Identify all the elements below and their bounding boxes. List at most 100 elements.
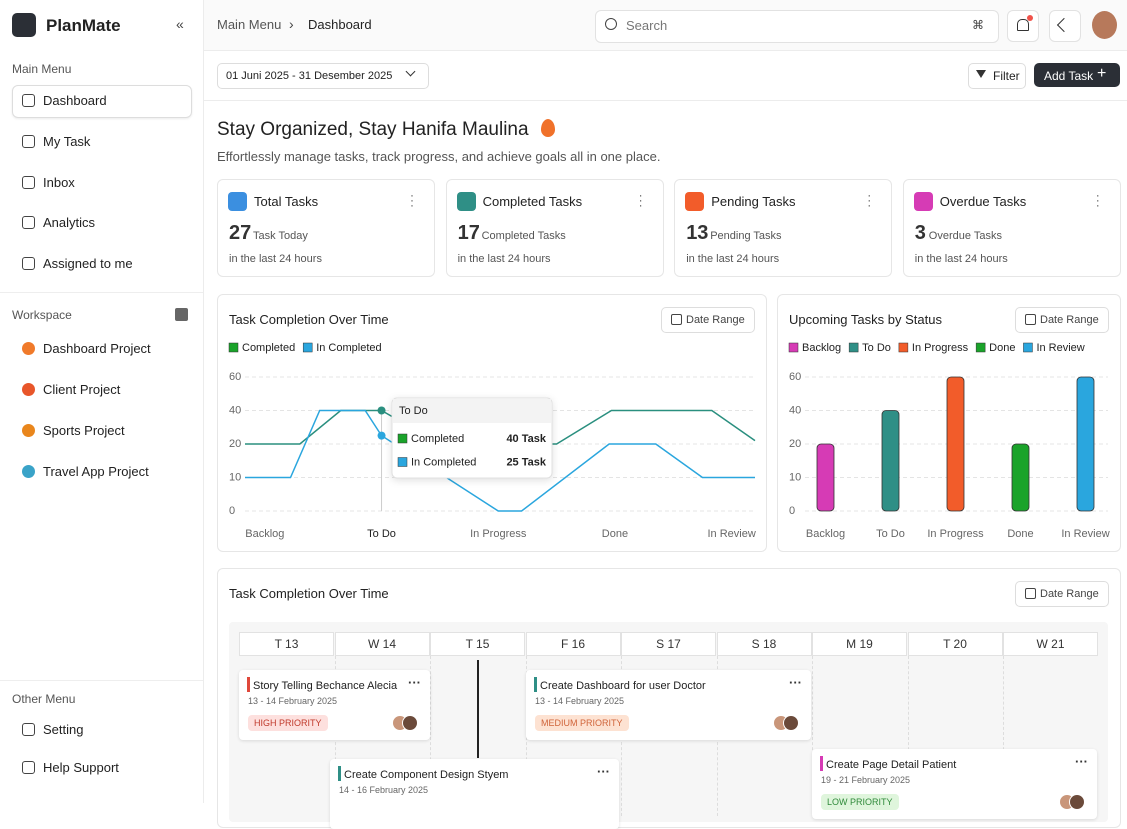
stat-icon bbox=[685, 192, 705, 211]
menu-icon bbox=[22, 424, 35, 437]
menu-item[interactable]: Setting bbox=[43, 722, 84, 737]
kebab[interactable]: · · · bbox=[867, 188, 872, 212]
stat-icon bbox=[228, 192, 247, 211]
menu-item[interactable]: Sports Project bbox=[43, 423, 125, 438]
brand: PlanMate bbox=[46, 16, 121, 35]
breadcrumb[interactable]: Main Menu bbox=[217, 17, 282, 32]
day-divider bbox=[1003, 656, 1004, 816]
stat-value: 17 bbox=[457, 222, 480, 244]
date-range: 01 Juni 2025 - 31 Desember 2025 bbox=[226, 70, 393, 82]
task-title: Create Dashboard for user Doctor bbox=[540, 680, 706, 692]
day-divider bbox=[430, 656, 431, 816]
filter-button[interactable] bbox=[968, 63, 1026, 89]
greeting-title: Stay Organized, Stay Hanifa Maulina bbox=[217, 119, 529, 140]
menu-item[interactable]: Dashboard bbox=[43, 93, 107, 108]
task-menu[interactable]: ··· bbox=[597, 764, 610, 779]
menu-icon bbox=[22, 94, 35, 107]
add-workspace[interactable] bbox=[175, 308, 188, 321]
task-menu[interactable]: ··· bbox=[789, 675, 802, 690]
kebab[interactable]: · · · bbox=[410, 188, 414, 212]
menu-item[interactable]: Travel App Project bbox=[43, 464, 149, 479]
day-header: T 15 bbox=[430, 632, 525, 656]
task-dates: 13 - 14 February 2025 bbox=[535, 696, 625, 706]
task-dates: 13 - 14 February 2025 bbox=[248, 696, 338, 706]
kebab[interactable]: · · · bbox=[638, 188, 643, 212]
menu-item[interactable]: Client Project bbox=[43, 382, 121, 397]
stat-period: in the last 24 hours bbox=[457, 253, 551, 265]
breadcrumb: Dashboard bbox=[308, 17, 372, 32]
stat-caption: Task Today bbox=[253, 230, 308, 242]
day-header: S 18 bbox=[716, 632, 812, 656]
assignee-avatar bbox=[1069, 794, 1085, 810]
stat-value: 3 bbox=[914, 222, 926, 244]
stat-value: 27 bbox=[229, 222, 252, 244]
priority-badge: MEDIUM PRIORITY bbox=[535, 715, 629, 731]
notification-dot bbox=[1027, 15, 1033, 21]
card-title: Task Completion Over Time bbox=[229, 586, 389, 601]
menu-item[interactable]: Analytics bbox=[43, 215, 96, 231]
flame bbox=[541, 119, 555, 137]
menu-item[interactable]: Dashboard Project bbox=[43, 341, 151, 356]
priority-badge: HIGH PRIORITY bbox=[248, 715, 328, 731]
task-menu[interactable]: ··· bbox=[1075, 754, 1088, 769]
section-heading: Workspace bbox=[12, 308, 72, 322]
menu-item[interactable]: Assigned to me bbox=[43, 256, 133, 272]
task-title: Create Component Design Styem bbox=[344, 769, 509, 781]
divider bbox=[0, 292, 203, 293]
task-title: Story Telling Bechance Alecia bbox=[253, 680, 398, 692]
card-title: Upcoming Tasks by Status bbox=[789, 312, 942, 327]
date-range-button[interactable] bbox=[661, 307, 755, 333]
section-heading: Other Menu bbox=[12, 692, 76, 706]
stat-title: Completed Tasks bbox=[482, 194, 583, 209]
menu-item[interactable]: Inbox bbox=[43, 174, 75, 190]
filter-label: Filter bbox=[993, 69, 1020, 83]
shortcut: ⌘ bbox=[972, 18, 984, 32]
menu-icon bbox=[22, 342, 35, 355]
search-icon bbox=[605, 18, 617, 30]
day-divider bbox=[907, 656, 909, 816]
task-dates: 14 - 16 February 2025 bbox=[339, 785, 429, 795]
day-header: F 16 bbox=[525, 632, 621, 656]
calendar-icon bbox=[1025, 314, 1036, 325]
priority-badge: LOW PRIORITY bbox=[821, 794, 899, 810]
search-placeholder: Search bbox=[626, 18, 668, 33]
date-range-button[interactable] bbox=[1015, 307, 1109, 333]
search-box[interactable] bbox=[595, 10, 999, 43]
stat-caption: Pending Tasks bbox=[710, 230, 782, 242]
menu-item[interactable]: My Task bbox=[43, 133, 91, 149]
share-button[interactable] bbox=[1049, 10, 1081, 42]
menu-icon bbox=[22, 383, 35, 396]
menu-icon bbox=[22, 216, 35, 230]
assignee-avatar bbox=[783, 715, 799, 731]
day-header: W 21 bbox=[1003, 632, 1098, 656]
task-accent bbox=[534, 677, 537, 692]
stat-caption: Overdue Tasks bbox=[928, 230, 1002, 242]
avatar[interactable] bbox=[1092, 11, 1117, 39]
date-range-select[interactable] bbox=[217, 63, 429, 89]
task-accent bbox=[820, 756, 823, 771]
menu-icon bbox=[22, 175, 35, 189]
menu-icon bbox=[22, 257, 35, 271]
date-range-button[interactable] bbox=[1015, 581, 1109, 607]
task-menu[interactable]: ··· bbox=[408, 675, 421, 690]
menu-icon bbox=[22, 761, 35, 774]
collapse-button[interactable]: « bbox=[176, 16, 184, 32]
task-dates: 19 - 21 February 2025 bbox=[821, 775, 911, 785]
day-header: T 13 bbox=[239, 632, 334, 656]
day-header: M 19 bbox=[812, 632, 907, 656]
stat-title: Overdue Tasks bbox=[939, 194, 1027, 209]
kebab[interactable]: · · · bbox=[1095, 188, 1100, 212]
stat-icon bbox=[913, 192, 933, 211]
notification-button[interactable] bbox=[1007, 10, 1039, 42]
active-item bbox=[12, 85, 192, 118]
toolbar bbox=[204, 51, 1127, 101]
section-heading: Main Menu bbox=[12, 62, 72, 76]
day-divider bbox=[812, 656, 813, 816]
task-accent bbox=[247, 677, 250, 692]
menu-item[interactable]: Help Support bbox=[43, 760, 119, 775]
day-header: W 14 bbox=[334, 632, 430, 656]
today-marker bbox=[477, 660, 479, 758]
stat-period: in the last 24 hours bbox=[914, 253, 1008, 265]
stat-title: Total Tasks bbox=[254, 194, 319, 209]
add-task-button[interactable] bbox=[1034, 63, 1120, 87]
